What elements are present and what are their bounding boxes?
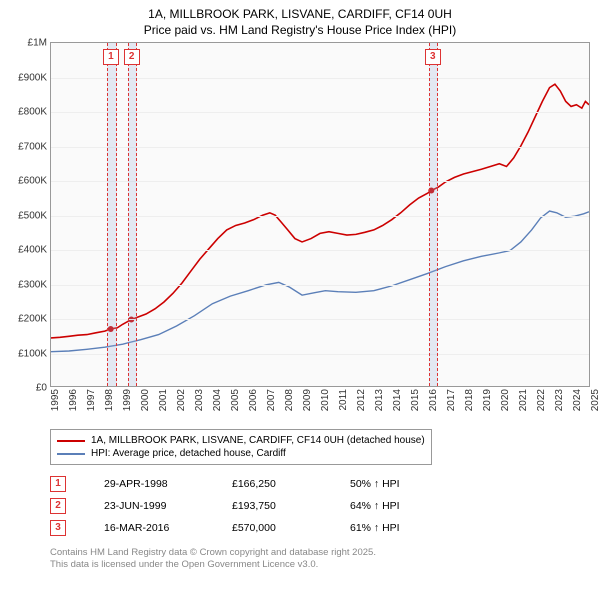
y-tick-label: £500K	[18, 210, 47, 221]
x-tick-label: 2005	[230, 389, 241, 411]
y-tick-label: £1M	[28, 38, 47, 49]
sales-row: 2 23-JUN-1999 £193,750 64% ↑ HPI	[50, 495, 592, 517]
sales-price: £193,750	[232, 500, 312, 512]
y-tick-label: £600K	[18, 176, 47, 187]
x-tick-label: 1999	[122, 389, 133, 411]
marker-label: 1	[103, 49, 119, 65]
sales-marker-box: 3	[50, 520, 66, 536]
sales-pct: 64% ↑ HPI	[350, 500, 400, 512]
x-tick-label: 2024	[572, 389, 583, 411]
legend-label: HPI: Average price, detached house, Card…	[91, 448, 286, 459]
sales-date: 16-MAR-2016	[104, 522, 194, 534]
x-tick-label: 2003	[194, 389, 205, 411]
marker-band	[429, 43, 438, 386]
x-tick-label: 1998	[104, 389, 115, 411]
sales-date: 23-JUN-1999	[104, 500, 194, 512]
x-tick-label: 2014	[392, 389, 403, 411]
marker-band	[107, 43, 116, 386]
sales-date: 29-APR-1998	[104, 478, 194, 490]
y-tick-label: £700K	[18, 141, 47, 152]
x-tick-label: 2015	[410, 389, 421, 411]
sales-pct: 61% ↑ HPI	[350, 522, 400, 534]
marker-label: 2	[124, 49, 140, 65]
footer-line-2: This data is licensed under the Open Gov…	[50, 559, 592, 571]
x-tick-label: 2023	[554, 389, 565, 411]
chart-title: 1A, MILLBROOK PARK, LISVANE, CARDIFF, CF…	[8, 6, 592, 38]
sales-table: 1 29-APR-1998 £166,250 50% ↑ HPI 2 23-JUN-199…	[50, 473, 592, 539]
sales-pct: 50% ↑ HPI	[350, 478, 400, 490]
y-tick-label: £100K	[18, 348, 47, 359]
chart-container: 1A, MILLBROOK PARK, LISVANE, CARDIFF, CF…	[0, 0, 600, 575]
sales-price: £570,000	[232, 522, 312, 534]
x-tick-label: 2009	[302, 389, 313, 411]
x-tick-label: 2008	[284, 389, 295, 411]
x-tick-label: 2021	[518, 389, 529, 411]
x-tick-label: 2017	[446, 389, 457, 411]
sales-price: £166,250	[232, 478, 312, 490]
x-tick-label: 1996	[68, 389, 79, 411]
x-tick-label: 2022	[536, 389, 547, 411]
legend-item: 1A, MILLBROOK PARK, LISVANE, CARDIFF, CF…	[57, 434, 425, 447]
y-tick-label: £400K	[18, 245, 47, 256]
x-tick-label: 2000	[140, 389, 151, 411]
sales-row: 3 16-MAR-2016 £570,000 61% ↑ HPI	[50, 517, 592, 539]
x-tick-label: 2025	[590, 389, 600, 411]
y-tick-label: £200K	[18, 314, 47, 325]
title-line-1: 1A, MILLBROOK PARK, LISVANE, CARDIFF, CF…	[8, 6, 592, 22]
footer-line-1: Contains HM Land Registry data © Crown c…	[50, 547, 592, 559]
x-tick-label: 2001	[158, 389, 169, 411]
x-tick-label: 2013	[374, 389, 385, 411]
chart-legend: 1A, MILLBROOK PARK, LISVANE, CARDIFF, CF…	[50, 429, 432, 465]
x-tick-label: 2019	[482, 389, 493, 411]
footer-attribution: Contains HM Land Registry data © Crown c…	[50, 547, 592, 571]
title-line-2: Price paid vs. HM Land Registry's House …	[8, 22, 592, 38]
x-tick-label: 2018	[464, 389, 475, 411]
marker-label: 3	[425, 49, 441, 65]
marker-band	[128, 43, 137, 386]
x-tick-label: 2006	[248, 389, 259, 411]
x-axis-labels: 1995 1996 1997 1998 1999 2000 2001 2002 2003 2004…	[50, 387, 590, 425]
x-tick-label: 2016	[428, 389, 439, 411]
x-tick-label: 1995	[50, 389, 61, 411]
chart-plot-area: £0£100K£200K£300K£400K£500K£600K£700K£80…	[50, 42, 590, 387]
x-tick-label: 2002	[176, 389, 187, 411]
x-tick-label: 2010	[320, 389, 331, 411]
x-tick-label: 2011	[338, 389, 349, 411]
y-tick-label: £900K	[18, 72, 47, 83]
legend-label: 1A, MILLBROOK PARK, LISVANE, CARDIFF, CF…	[91, 435, 425, 446]
y-tick-label: £0	[36, 383, 47, 394]
x-tick-label: 2007	[266, 389, 277, 411]
legend-swatch	[57, 440, 85, 442]
x-tick-label: 1997	[86, 389, 97, 411]
legend-swatch	[57, 453, 85, 455]
x-tick-label: 2020	[500, 389, 511, 411]
x-tick-label: 2012	[356, 389, 367, 411]
legend-item: HPI: Average price, detached house, Card…	[57, 447, 425, 460]
sales-marker-box: 2	[50, 498, 66, 514]
y-tick-label: £800K	[18, 107, 47, 118]
sales-marker-box: 1	[50, 476, 66, 492]
y-tick-label: £300K	[18, 279, 47, 290]
sales-row: 1 29-APR-1998 £166,250 50% ↑ HPI	[50, 473, 592, 495]
x-tick-label: 2004	[212, 389, 223, 411]
